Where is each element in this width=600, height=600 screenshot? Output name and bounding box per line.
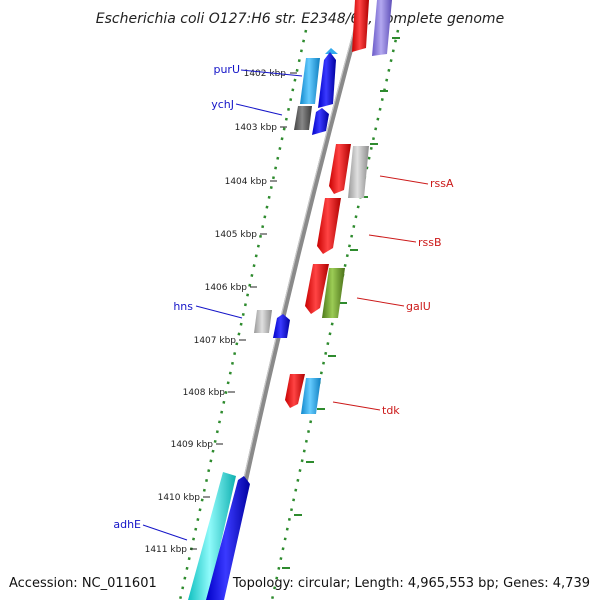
gene-label-rssA[interactable]: rssA [430,177,454,190]
tick-label: 1403 kbp [235,123,278,133]
leader-ychJ [235,103,283,116]
genome-summary-text: Topology: circular; Length: 4,965,553 bp… [232,576,590,591]
gene-label-galU[interactable]: galU [406,300,431,313]
tick-marks: 1402 kbp 1403 kbp 1404 kbp 1405 kbp 1406… [145,69,297,555]
gene-rssB[interactable] [317,198,341,254]
gene-marker-small[interactable] [325,48,338,54]
leader-adhE [142,524,188,541]
gene-partial-top-violet[interactable] [372,0,392,56]
gene-galU[interactable] [305,264,345,318]
gene-purU[interactable] [300,52,336,108]
tick-label: 1410 kbp [158,493,201,503]
tick-label: 1411 kbp [145,545,188,555]
gene-ychJ[interactable] [294,106,329,135]
leader-tdk [332,401,381,411]
gene-tdk[interactable] [285,374,321,414]
gene-label-adhE[interactable]: adhE [113,518,141,531]
leader-purU [240,69,303,77]
gene-label-tdk[interactable]: tdk [382,404,400,417]
gene-rssA[interactable] [329,144,369,198]
tick-label: 1407 kbp [194,336,237,346]
gene-label-hns[interactable]: hns [173,300,193,313]
gene-adhE[interactable] [188,472,250,600]
tick-label: 1402 kbp [244,69,287,79]
leader-rssB [368,234,417,243]
leader-galU [356,297,405,307]
gene-label-purU[interactable]: purU [213,63,240,76]
label-leaders [142,69,429,541]
map-title: Escherichia coli O127:H6 str. E2348/69, … [96,11,504,27]
outer-track-ticks [282,37,400,569]
tick-label: 1406 kbp [205,283,248,293]
tick-label: 1404 kbp [225,177,268,187]
leader-rssA [379,175,429,185]
accession-text: Accession: NC_011601 [9,576,157,591]
gene-partial-top-red[interactable] [352,0,369,52]
tick-label: 1408 kbp [183,388,226,398]
tick-label: 1405 kbp [215,230,258,240]
gene-label-rssB[interactable]: rssB [418,236,442,249]
gene-hns[interactable] [254,310,290,338]
leader-hns [195,305,243,319]
tick-label: 1409 kbp [171,440,214,450]
gene-label-ychJ[interactable]: ychJ [211,98,234,111]
